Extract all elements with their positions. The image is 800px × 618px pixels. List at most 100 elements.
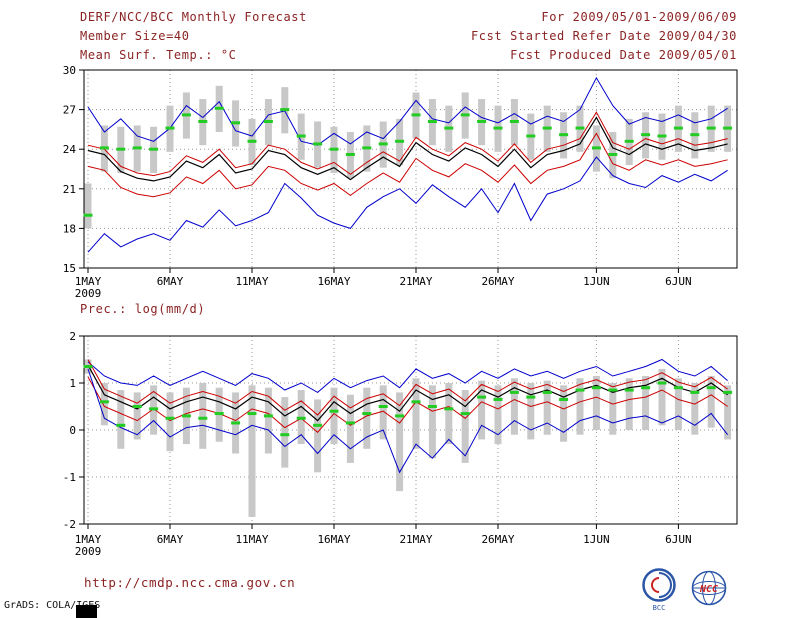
x-tick-label: 6JUN xyxy=(665,533,692,546)
source-url-link[interactable]: http://cmdp.ncc.cma.gov.cn xyxy=(84,575,296,590)
ensemble-min-line xyxy=(87,156,728,253)
observation-marker xyxy=(296,134,306,138)
x-tick-label: 21MAY xyxy=(399,275,432,288)
ensemble-spread-bar xyxy=(330,387,338,445)
observation-marker xyxy=(345,152,355,156)
ensemble-spread-bar xyxy=(543,380,551,435)
observation-marker xyxy=(444,407,454,411)
plot-frame xyxy=(83,69,738,269)
bcc-logo-swirl xyxy=(658,572,672,598)
observation-marker xyxy=(559,133,569,137)
x-tick-label: 16MAY xyxy=(317,275,350,288)
observation-marker xyxy=(214,412,224,416)
y-tick-label: -1 xyxy=(63,471,76,484)
y-tick-label: 2 xyxy=(69,330,76,343)
observation-marker xyxy=(591,146,601,150)
ensemble-spread-bar xyxy=(658,368,666,426)
observation-marker xyxy=(263,119,273,123)
ensemble-spread-bar xyxy=(527,383,535,440)
bcc-logo-ring xyxy=(642,568,676,602)
produced-date-label: Fcst Produced Date 2009/05/01 xyxy=(510,48,737,62)
x-tick-label: 1MAY xyxy=(75,275,102,288)
ensemble-spread-bar xyxy=(363,387,371,449)
precip-chart-title: Prec.: log(mm/d) xyxy=(80,302,206,316)
x-tick-sublabel: 2009 xyxy=(75,287,102,300)
observation-marker xyxy=(477,119,487,123)
observation-marker xyxy=(231,421,241,425)
observation-marker xyxy=(608,388,618,392)
observation-marker xyxy=(624,139,634,143)
ensemble-spread-bar xyxy=(379,385,387,440)
ensemble-min-line xyxy=(87,368,728,474)
observation-marker xyxy=(641,133,651,137)
ensemble-spread-bar xyxy=(592,375,600,430)
ensemble-spread-bar xyxy=(264,387,272,454)
lower-quartile-line xyxy=(87,132,728,198)
observation-marker xyxy=(427,405,437,408)
observation-marker xyxy=(362,412,372,416)
page-title: DERF/NCC/BCC Monthly Forecast xyxy=(80,10,307,24)
observation-marker xyxy=(624,388,634,392)
ensemble-max-line xyxy=(87,76,728,146)
observation-marker xyxy=(313,423,323,427)
ensemble-spread-bar xyxy=(625,378,633,430)
ensemble-spread-bar xyxy=(576,378,584,435)
observation-marker xyxy=(149,407,159,411)
ensemble-mean-line xyxy=(87,116,728,182)
ncc-logo: NCC xyxy=(691,570,727,606)
observation-marker xyxy=(198,416,208,420)
observation-marker xyxy=(345,421,355,425)
x-tick-label: 26MAY xyxy=(481,533,514,546)
ensemble-spread-bar xyxy=(412,378,420,449)
x-tick-label: 11MAY xyxy=(235,533,268,546)
observation-marker xyxy=(509,119,519,123)
observation-marker xyxy=(411,400,421,404)
ensemble-spread-bar xyxy=(461,390,469,463)
observation-marker xyxy=(690,133,700,137)
observation-marker xyxy=(657,134,667,138)
observation-marker xyxy=(427,119,437,123)
observation-marker xyxy=(690,390,700,394)
observation-marker xyxy=(99,146,109,150)
observation-marker xyxy=(132,146,142,150)
observation-marker xyxy=(673,126,683,130)
ensemble-spread-bar xyxy=(396,392,404,492)
ensemble-spread-bar xyxy=(691,383,699,435)
x-tick-label: 1JUN xyxy=(583,533,610,546)
grads-credit: GrADS: COLA/IGES xyxy=(4,600,101,611)
lower-quartile-line xyxy=(87,376,728,434)
ensemble-spread-bar xyxy=(609,383,617,435)
observation-marker xyxy=(395,139,405,143)
x-tick-label: 26MAY xyxy=(481,275,514,288)
plot-frame xyxy=(83,335,738,525)
x-tick-label: 11MAY xyxy=(235,275,268,288)
observation-marker xyxy=(706,386,716,390)
observation-marker xyxy=(214,106,224,110)
observation-marker xyxy=(395,414,405,418)
observation-marker xyxy=(641,386,651,390)
observation-marker xyxy=(673,386,683,390)
x-tick-label: 6MAY xyxy=(157,275,184,288)
ensemble-spread-bar xyxy=(445,383,453,445)
observation-marker xyxy=(313,142,323,146)
ensemble-spread-bar xyxy=(724,385,732,440)
observation-marker xyxy=(329,147,339,151)
ensemble-spread-bar xyxy=(478,380,486,440)
observation-marker xyxy=(198,119,208,123)
observation-marker xyxy=(247,139,257,143)
observation-marker xyxy=(608,152,618,156)
x-tick-label: 6JUN xyxy=(665,275,692,288)
observation-marker xyxy=(526,395,536,399)
observation-marker xyxy=(83,365,93,369)
ensemble-spread-bar xyxy=(494,385,502,445)
observation-marker xyxy=(247,412,257,416)
observation-marker xyxy=(460,113,470,117)
observation-marker xyxy=(706,126,716,130)
observation-marker xyxy=(329,409,339,413)
observation-marker xyxy=(181,414,191,418)
observation-marker xyxy=(181,113,191,117)
x-tick-sublabel: 2009 xyxy=(75,545,102,558)
ensemble-spread-bar xyxy=(560,385,568,442)
